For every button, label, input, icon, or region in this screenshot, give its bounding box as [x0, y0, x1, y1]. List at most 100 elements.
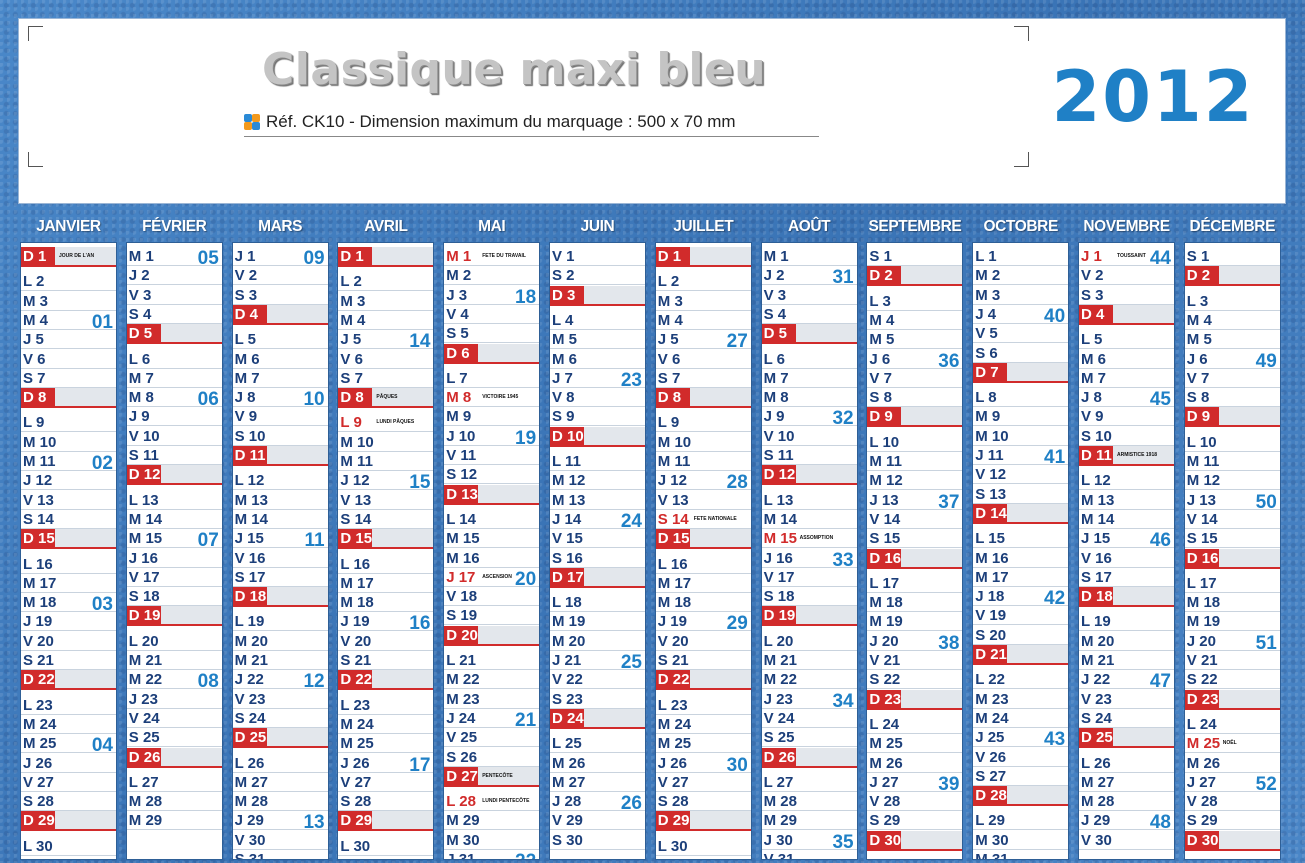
- day-row: M 13: [1079, 491, 1174, 510]
- day-label: L 12: [1081, 472, 1111, 490]
- day-label: L 26: [234, 754, 265, 772]
- day-row: M 2: [973, 266, 1068, 285]
- day-row: S 28: [21, 792, 116, 811]
- day-row: V 16: [1079, 549, 1174, 568]
- day-row: V 29: [550, 811, 645, 830]
- day-label: J 12: [657, 472, 687, 490]
- day-row: S 21: [21, 651, 116, 670]
- day-divider: [21, 752, 116, 754]
- day-label: V 25: [446, 729, 478, 747]
- day-row: J 6: [867, 350, 962, 369]
- day-row: L 7: [444, 369, 539, 388]
- day-divider: [232, 527, 328, 529]
- day-label: M 7: [234, 369, 260, 387]
- day-label: M 31: [656, 856, 691, 859]
- day-divider: [444, 726, 540, 728]
- day-divider: [973, 265, 1069, 266]
- day-row: J 20: [867, 632, 962, 651]
- day-divider: [126, 284, 222, 286]
- day-divider: [338, 547, 434, 550]
- day-label: D 13: [444, 484, 479, 504]
- day-divider: [655, 771, 751, 773]
- day-row: D 29: [338, 811, 434, 831]
- saint-text: VICTOIRE 1945: [482, 394, 519, 401]
- day-divider: [232, 688, 328, 690]
- day-row: D 26: [126, 747, 222, 767]
- day-divider: [550, 348, 645, 350]
- day-divider: [126, 765, 222, 768]
- day-divider: [444, 585, 540, 587]
- day-row: M 16: [973, 549, 1068, 568]
- day-label: M 25: [1186, 735, 1221, 753]
- day-divider: [126, 726, 222, 728]
- week-number: 01: [91, 311, 113, 333]
- day-label: M 3: [340, 292, 366, 310]
- day-divider: [973, 361, 1069, 363]
- day-label: L 17: [869, 574, 900, 592]
- day-divider: [867, 771, 963, 773]
- day-row: J 23: [762, 690, 857, 709]
- day-divider: [1079, 669, 1174, 670]
- day-divider: [655, 328, 751, 330]
- day-row: M 28: [233, 792, 328, 811]
- day-row: D 28: [973, 786, 1069, 806]
- day-label: J 14: [552, 510, 582, 528]
- day-label: J 2: [763, 267, 785, 285]
- day-row: L 30: [21, 837, 116, 856]
- day-label: V 20: [657, 632, 689, 650]
- day-label: M 29: [128, 812, 163, 830]
- day-row: S 20: [973, 626, 1068, 645]
- day-divider: [232, 630, 328, 632]
- day-row: D 4: [232, 304, 328, 324]
- day-label: V 7: [869, 369, 892, 387]
- day-row: L 28 LUNDI PENTECÔTE: [444, 792, 539, 811]
- week-number: 16: [409, 613, 431, 635]
- day-label: J 26: [657, 754, 687, 772]
- day-divider: [973, 829, 1069, 831]
- day-divider: [867, 611, 963, 613]
- day-label: M 17: [975, 568, 1009, 586]
- day-row: V 24: [127, 709, 222, 728]
- day-label: J 5: [340, 331, 362, 349]
- day-label: S 18: [763, 588, 795, 606]
- day-row: M 15: [444, 529, 539, 548]
- day-label: L 6: [128, 350, 151, 368]
- day-row: L 13: [762, 491, 857, 510]
- day-label: M 24: [340, 715, 374, 733]
- day-divider: [444, 707, 540, 709]
- day-divider: [232, 829, 328, 831]
- day-label: S 24: [234, 709, 266, 727]
- day-divider: [338, 309, 434, 311]
- day-label: S 28: [657, 793, 689, 811]
- day-label: D 30: [867, 830, 902, 850]
- day-divider: [232, 386, 328, 388]
- day-row: L 24: [867, 715, 962, 734]
- day-label: L 18: [552, 594, 582, 612]
- day-label: M 7: [763, 369, 789, 387]
- day-divider: [126, 688, 222, 690]
- day-label: V 27: [23, 773, 54, 791]
- day-divider: [338, 348, 434, 350]
- day-divider: [655, 309, 751, 311]
- week-number: 46: [1149, 530, 1171, 552]
- week-number: 43: [1044, 729, 1066, 751]
- day-label: D 2: [867, 266, 902, 286]
- day-row: L 25: [550, 734, 645, 753]
- day-label: M 25: [340, 735, 374, 753]
- day-label: D 22: [338, 670, 373, 690]
- day-row: M 29: [762, 811, 857, 830]
- day-label: L 16: [23, 555, 53, 573]
- day-label: M 10: [975, 427, 1009, 445]
- day-row: L 15: [973, 529, 1068, 548]
- day-divider: [444, 848, 540, 850]
- day-divider: [1079, 566, 1174, 568]
- day-divider: [761, 265, 857, 266]
- day-label: J 1: [234, 248, 256, 265]
- day-label: M 11: [869, 453, 902, 470]
- day-label: M 22: [446, 671, 480, 689]
- day-divider: [232, 649, 328, 651]
- day-divider: [973, 380, 1069, 383]
